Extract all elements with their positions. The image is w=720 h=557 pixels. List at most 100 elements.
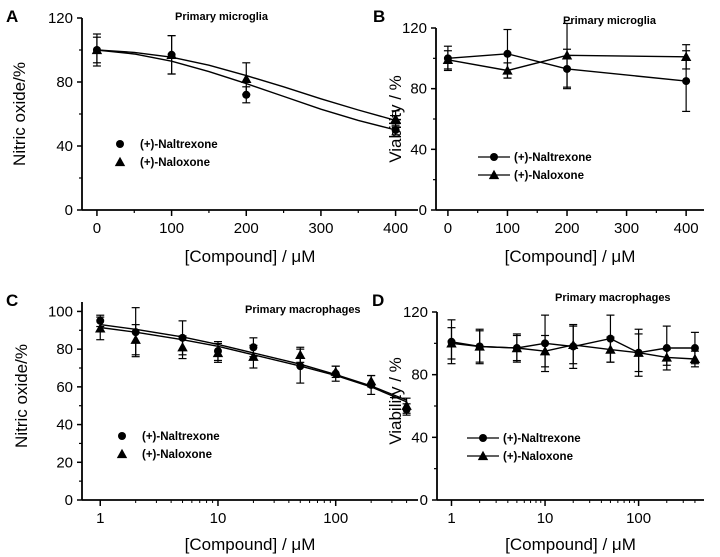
data-point bbox=[690, 344, 699, 353]
series-line bbox=[447, 54, 687, 72]
x-tick-label: 300 bbox=[614, 220, 639, 237]
data-point bbox=[568, 339, 579, 350]
data-point bbox=[633, 347, 644, 357]
data-point bbox=[177, 342, 188, 352]
y-tick-label: 0 bbox=[419, 202, 427, 219]
data-point bbox=[680, 51, 692, 61]
chart-title: Primary macrophages bbox=[555, 292, 671, 304]
x-tick-label: 200 bbox=[234, 220, 259, 237]
data-point bbox=[539, 345, 551, 356]
legend-marker bbox=[116, 140, 124, 148]
y-axis-label: Viability / % bbox=[386, 357, 405, 445]
y-tick-label: 60 bbox=[56, 379, 73, 396]
legend-label: (+)-Naltrexone bbox=[514, 152, 592, 164]
legend-label: (+)-Naltrexone bbox=[503, 433, 581, 445]
data-point bbox=[212, 347, 224, 358]
panel-letter: D bbox=[372, 291, 384, 310]
data-point bbox=[166, 49, 177, 59]
y-tick-label: 40 bbox=[411, 429, 428, 446]
data-point bbox=[248, 351, 259, 361]
legend-label: (+)-Naloxone bbox=[142, 449, 212, 461]
data-point bbox=[330, 366, 341, 376]
y-tick-label: 80 bbox=[411, 367, 428, 384]
legend-marker bbox=[479, 434, 487, 442]
legend-label: (+)-Naltrexone bbox=[142, 431, 220, 443]
x-tick-label: 400 bbox=[383, 220, 408, 237]
data-point bbox=[682, 77, 691, 86]
data-point bbox=[365, 376, 377, 386]
y-tick-label: 120 bbox=[403, 304, 428, 321]
y-tick-label: 120 bbox=[48, 10, 73, 27]
data-point bbox=[442, 54, 454, 65]
x-tick-label: 10 bbox=[537, 510, 554, 527]
chart-title: Primary microglia bbox=[175, 11, 269, 23]
chart-title: Primary microglia bbox=[563, 15, 657, 27]
series-line bbox=[447, 53, 687, 82]
x-axis-label: [Compound] / μM bbox=[505, 247, 636, 266]
legend-marker bbox=[477, 450, 489, 461]
legend-marker bbox=[116, 448, 128, 459]
data-point bbox=[296, 362, 305, 371]
data-point bbox=[91, 44, 103, 55]
x-tick-label: 1 bbox=[96, 510, 104, 527]
panel-letter: C bbox=[6, 291, 18, 310]
data-point bbox=[241, 73, 252, 83]
x-tick-label: 0 bbox=[93, 220, 101, 237]
y-tick-label: 20 bbox=[56, 454, 73, 471]
data-point bbox=[689, 353, 701, 364]
legend-label: (+)-Naltrexone bbox=[140, 139, 218, 151]
data-point bbox=[446, 338, 457, 348]
legend-label: (+)-Naloxone bbox=[514, 170, 584, 182]
chart-panel-c: 0 20 40 60 80 100 1 10 100 C Primary macrophages Ni… bbox=[6, 291, 418, 554]
legend-label: (+)-Naloxone bbox=[140, 157, 210, 169]
x-axis-label: [Compound] / μM bbox=[185, 535, 316, 554]
data-point bbox=[95, 323, 106, 333]
chart-panel-b: 0 40 80 120 0 100 200 300 400 B Primary microglia V… bbox=[373, 7, 704, 266]
x-axis-label: [Compound] / μM bbox=[505, 535, 636, 554]
y-tick-label: 80 bbox=[56, 74, 73, 91]
data-point bbox=[502, 65, 513, 75]
data-point bbox=[401, 400, 412, 410]
y-tick-label: 40 bbox=[410, 141, 427, 158]
x-tick-label: 300 bbox=[308, 220, 333, 237]
y-tick-label: 100 bbox=[48, 303, 73, 320]
data-point bbox=[130, 334, 141, 344]
data-point bbox=[503, 49, 512, 58]
x-tick-label: 100 bbox=[323, 510, 348, 527]
y-tick-label: 0 bbox=[420, 492, 428, 509]
data-point bbox=[391, 126, 400, 134]
x-tick-label: 100 bbox=[626, 510, 651, 527]
y-tick-label: 0 bbox=[65, 492, 73, 509]
x-tick-label: 200 bbox=[555, 220, 580, 237]
data-point bbox=[561, 50, 573, 60]
legend-marker bbox=[488, 169, 500, 180]
y-axis-label: Viability / % bbox=[386, 75, 405, 163]
y-axis-label: Nitric oxide/% bbox=[10, 62, 29, 166]
data-point bbox=[474, 341, 485, 351]
y-tick-label: 0 bbox=[65, 202, 73, 219]
data-point bbox=[661, 352, 672, 362]
data-point bbox=[390, 113, 401, 123]
y-tick-label: 40 bbox=[56, 417, 73, 434]
y-tick-label: 40 bbox=[56, 138, 73, 155]
chart-panel-a: 0 40 80 120 0 100 200 300 400 A Primary microglia N… bbox=[6, 7, 418, 266]
panel-letter: A bbox=[6, 7, 18, 26]
data-point bbox=[511, 342, 523, 353]
y-axis-label: Nitric oxide/% bbox=[12, 344, 31, 448]
legend-marker bbox=[118, 432, 126, 440]
legend-marker bbox=[490, 153, 498, 161]
chart-title: Primary macrophages bbox=[245, 304, 361, 316]
x-tick-label: 10 bbox=[210, 510, 227, 527]
y-tick-label: 80 bbox=[410, 81, 427, 98]
legend-marker bbox=[114, 156, 126, 167]
legend-label: (+)-Naloxone bbox=[503, 451, 573, 463]
x-tick-label: 400 bbox=[674, 220, 699, 237]
x-tick-label: 0 bbox=[444, 220, 452, 237]
y-tick-label: 80 bbox=[56, 341, 73, 358]
x-tick-label: 100 bbox=[495, 220, 520, 237]
y-tick-label: 120 bbox=[402, 20, 427, 37]
x-axis-label: [Compound] / μM bbox=[185, 247, 316, 266]
x-tick-label: 1 bbox=[447, 510, 455, 527]
